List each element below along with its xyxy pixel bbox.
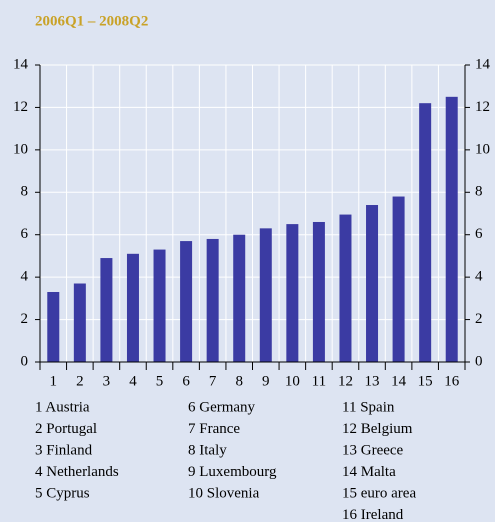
bar — [126, 253, 139, 362]
legend-item: 4 Netherlands — [35, 464, 119, 480]
legend-item: 8 Italy — [188, 442, 227, 458]
legend-item: 6 Germany — [188, 399, 256, 415]
x-tick-label: 6 — [182, 373, 190, 389]
y-tick-label: 14 — [13, 56, 29, 72]
legend-item: 15 euro area — [342, 485, 416, 501]
x-tick-label: 5 — [156, 373, 164, 389]
y2-tick-label: 2 — [475, 311, 483, 327]
y-tick-label: 8 — [21, 184, 29, 200]
legend-item: 3 Finland — [35, 442, 93, 458]
bar — [206, 238, 219, 362]
x-tick-label: 1 — [50, 373, 58, 389]
bar — [100, 258, 113, 362]
x-tick-label: 8 — [235, 373, 243, 389]
x-tick-label: 10 — [285, 373, 300, 389]
legend-item: 14 Malta — [342, 464, 396, 480]
legend-item: 11 Spain — [342, 399, 395, 415]
y-tick-label: 0 — [21, 353, 29, 369]
y-tick-label: 6 — [21, 226, 29, 242]
bar — [153, 249, 166, 362]
x-tick-label: 13 — [365, 373, 380, 389]
x-tick-label: 15 — [418, 373, 433, 389]
bar — [392, 196, 405, 362]
y2-tick-label: 10 — [475, 141, 490, 157]
legend-item: 10 Slovenia — [188, 485, 260, 501]
x-tick-label: 14 — [391, 373, 407, 389]
x-tick-label: 2 — [76, 373, 84, 389]
y2-tick-label: 4 — [475, 269, 483, 285]
x-tick-label: 11 — [312, 373, 326, 389]
legend-item: 2 Portugal — [35, 421, 97, 437]
y2-tick-label: 6 — [475, 226, 483, 242]
x-tick-label: 3 — [103, 373, 111, 389]
x-tick-label: 12 — [338, 373, 353, 389]
bar — [73, 283, 86, 362]
bar — [233, 234, 246, 362]
chart-title: 2006Q1 – 2008Q2 — [35, 13, 148, 29]
x-tick-label: 4 — [129, 373, 137, 389]
y-tick-label: 2 — [21, 311, 29, 327]
bar — [259, 228, 272, 362]
bar — [445, 96, 458, 363]
y-tick-label: 4 — [21, 269, 29, 285]
x-tick-label: 9 — [262, 373, 270, 389]
x-tick-label: 16 — [444, 373, 460, 389]
legend-item: 16 Ireland — [342, 507, 404, 522]
bar — [180, 241, 193, 362]
y2-tick-label: 0 — [475, 353, 483, 369]
y2-tick-label: 12 — [475, 99, 490, 115]
legend-item: 12 Belgium — [342, 421, 413, 437]
bar — [312, 221, 325, 362]
legend-item: 9 Luxembourg — [188, 464, 277, 480]
bar — [286, 224, 299, 362]
bar — [339, 214, 352, 362]
legend-item: 7 France — [188, 421, 240, 437]
bar — [366, 205, 379, 362]
legend-item: 1 Austria — [35, 399, 90, 415]
legend-item: 13 Greece — [342, 442, 404, 458]
y-tick-label: 12 — [13, 99, 28, 115]
legend-item: 5 Cyprus — [35, 485, 90, 501]
x-tick-label: 7 — [209, 373, 217, 389]
y-tick-label: 10 — [13, 141, 28, 157]
y2-tick-label: 14 — [475, 56, 491, 72]
bar — [419, 103, 432, 362]
y2-tick-label: 8 — [475, 184, 483, 200]
bar — [47, 291, 60, 362]
